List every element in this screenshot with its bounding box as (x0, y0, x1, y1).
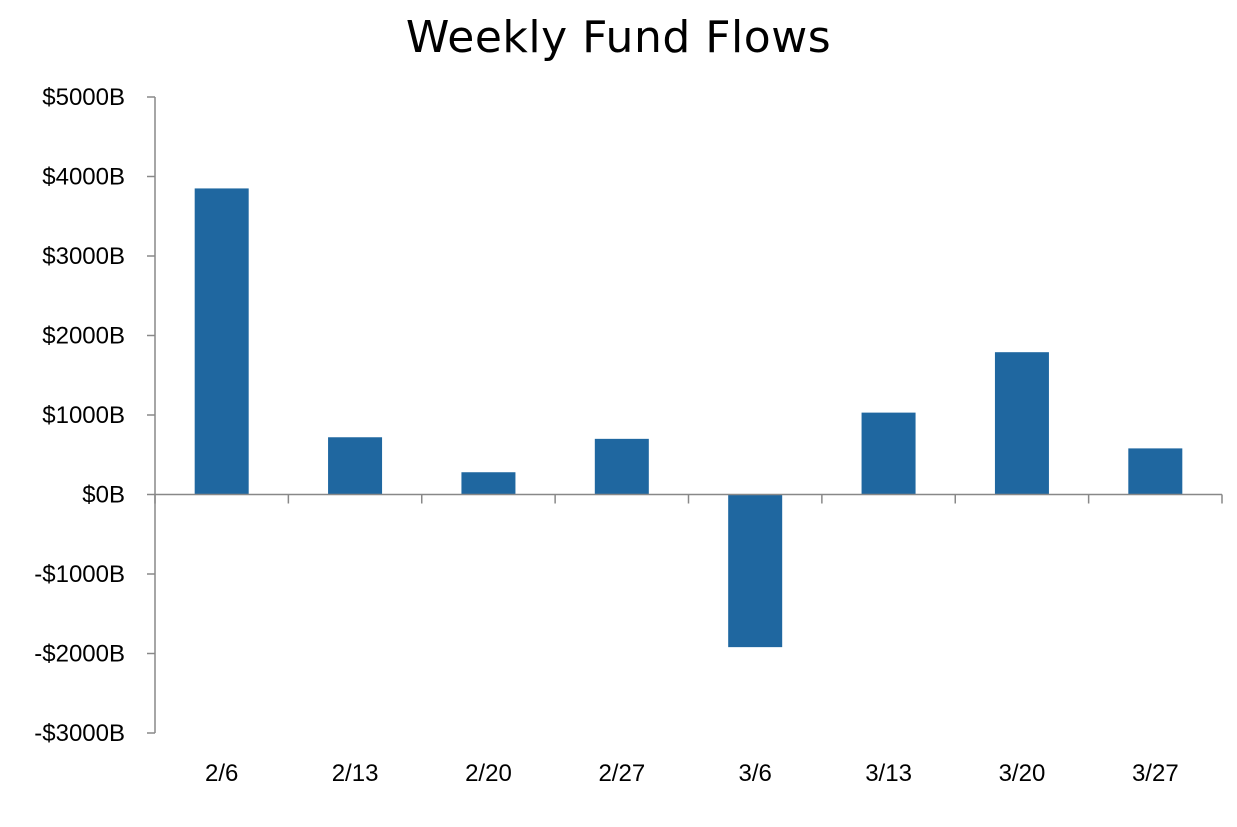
bar (994, 352, 1049, 495)
x-tick-label: 2/13 (332, 760, 379, 787)
bar (1128, 448, 1183, 495)
bar (861, 412, 916, 495)
bar (328, 437, 383, 495)
y-tick-label: $1000B (42, 402, 125, 429)
x-tick-label: 3/6 (739, 760, 772, 787)
chart-title: Weekly Fund Flows (405, 12, 832, 63)
y-tick-label: $2000B (42, 323, 125, 350)
x-tick-label: 2/20 (465, 760, 512, 787)
y-tick-label: $5000B (42, 84, 125, 111)
y-tick-label: -$3000B (34, 720, 125, 747)
y-tick-label: $4000B (42, 164, 125, 191)
bar (194, 188, 249, 495)
x-tick-label: 2/6 (205, 760, 238, 787)
y-tick-label: $0B (82, 482, 125, 509)
bar (461, 472, 516, 495)
bar (594, 438, 649, 495)
x-tick-label: 2/27 (598, 760, 645, 787)
y-tick-label: -$2000B (34, 641, 125, 668)
x-tick-label: 3/27 (1132, 760, 1179, 787)
bar (728, 494, 783, 648)
x-tick-label: 3/13 (865, 760, 912, 787)
y-tick-label: -$1000B (34, 561, 125, 588)
x-tick-label: 3/20 (999, 760, 1046, 787)
y-tick-label: $3000B (42, 243, 125, 270)
